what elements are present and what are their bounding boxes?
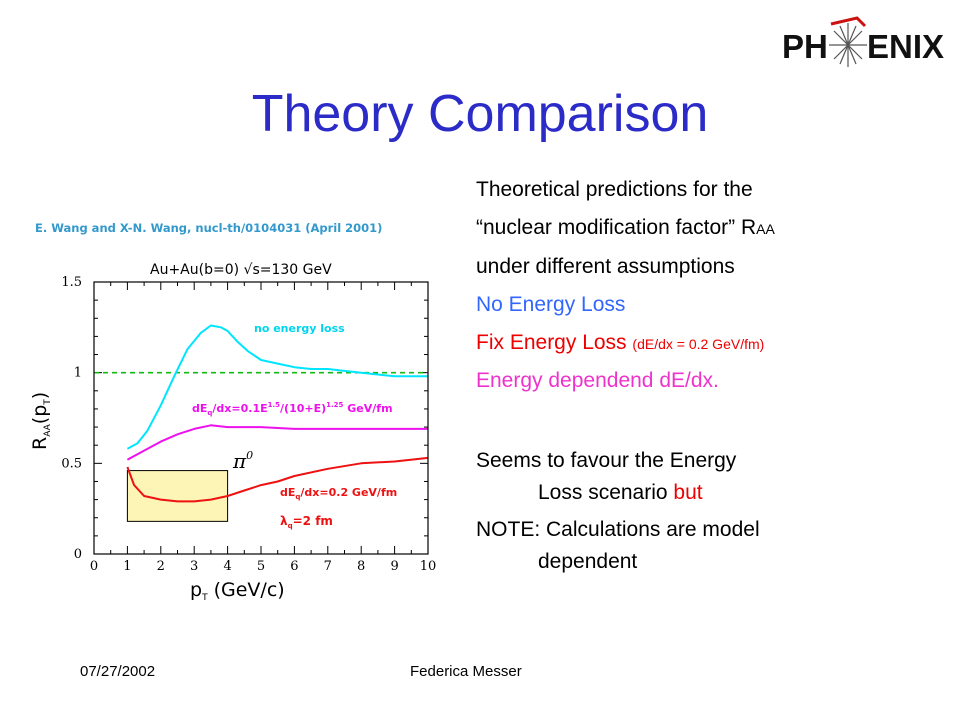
x-tick-label: 5 [257,559,265,574]
raa-chart: 0 1 2 3 4 5 6 7 8 9 10 0 0.5 1 1.5 Au+Au(b=0) √s=130 G… [30,262,437,603]
x-tick-label: 4 [223,559,231,574]
fix-loss-label-a-sub: q [295,493,300,501]
pi-sup: 0 [246,449,253,462]
energy-dep-label: dEq/dx=0.1E1.5/(10+E)1.25 GeV/fm [192,401,393,417]
seems-line-2-text: Loss scenario [538,481,674,504]
bullet-line-1: Theoretical predictions for the [476,178,753,201]
energy-dep-label-b: /dx=0.1E [212,402,267,415]
sunburst-icon [829,16,867,67]
lambda-label: λq=2 fm [280,514,333,530]
plot-frame [93,281,429,555]
y-tick-label: 1 [74,366,82,381]
y-axis-title: RAA(pT) [30,392,53,450]
energy-dep-label-a: dE [192,402,207,415]
series-line-no_loss [126,324,428,450]
logo-text-right: ENIX [867,28,945,65]
y-tick-label: 1.5 [61,275,82,290]
phenix-logo: PH ENIX [782,16,947,68]
xlabel-sub: T [201,593,208,603]
energy-dep-label-b-sup: 1.5 [268,401,281,409]
pi0-highlight-box [126,470,229,522]
energy-dep-label-c: /(10+E) [280,402,326,415]
x-tick-label: 6 [290,559,298,574]
series-line-fix_loss [126,456,429,503]
fix-loss-label-a: dE [280,486,295,499]
note-line-1: NOTE: Calculations are model [476,518,760,541]
logo-text-left: PH [782,28,828,65]
ylabel-r: R [30,437,51,450]
x-tick-label: 10 [420,559,437,574]
bullet-line-2-text: “nuclear modification factor” R [476,216,757,239]
energy-dep-label-d: GeV/fm [343,402,392,415]
energy-dependent-text: Energy dependend dE/dx. [476,369,719,392]
xlabel-unit: (GeV/c) [208,579,285,601]
note-line-2: dependent [538,550,638,573]
bullet-line-2: “nuclear modification factor” RAA [476,216,775,240]
footer-author: Federica Messer [410,663,522,680]
fix-loss-label: dEq/dx=0.2 GeV/fm [280,486,397,501]
x-axis-title: pT (GeV/c) [190,579,285,603]
xlabel-p: p [190,579,202,601]
ylabel-close: ) [30,392,51,399]
footer-date: 07/27/2002 [80,663,156,680]
no-loss-label: no energy loss [254,322,345,335]
y-tick-label: 0 [74,547,82,562]
ylabel-sub: AA [43,423,53,436]
citation: E. Wang and X-N. Wang, nucl-th/0104031 (… [35,221,383,235]
x-tick-label: 9 [390,559,398,574]
lambda-value: =2 fm [293,514,333,528]
fix-energy-loss-main: Fix Energy Loss [476,331,633,354]
x-tick-label: 1 [123,559,131,574]
fix-energy-loss-text: Fix Energy Loss (dE/dx = 0.2 GeV/fm) [476,331,764,355]
slide-title: Theory Comparison [251,85,709,143]
x-tick-label: 7 [324,559,332,574]
x-tick-label: 3 [190,559,198,574]
no-energy-loss-text: No Energy Loss [476,293,626,316]
raa-subscript: AA [756,221,775,237]
pi-symbol: π [232,449,247,473]
lambda-symbol: λ [280,514,288,528]
energy-dep-label-c-sup: 1.25 [326,401,343,409]
seems-line-1: Seems to favour the Energy [476,449,737,472]
lambda-sub: q [288,522,293,530]
fix-energy-loss-note: (dE/dx = 0.2 GeV/fm) [632,336,765,352]
bullet-line-3: under different assumptions [476,255,735,278]
ylabel-arg: (p [30,405,51,424]
y-tick-label: 0.5 [61,456,82,471]
pi-zero-label: π0 [232,449,253,473]
x-tick-label: 8 [357,559,365,574]
x-tick-label: 2 [157,559,165,574]
x-tick-label: 0 [90,559,98,574]
series-line-energy_dep [126,424,428,461]
ylabel-arg-sub: T [43,399,53,406]
seems-but: but [673,481,703,504]
chart-header: Au+Au(b=0) √s=130 GeV [150,262,332,278]
seems-line-2: Loss scenario but [538,481,703,505]
energy-dep-label-a-sub: q [207,409,212,417]
fix-loss-label-b: /dx=0.2 GeV/fm [300,486,397,499]
